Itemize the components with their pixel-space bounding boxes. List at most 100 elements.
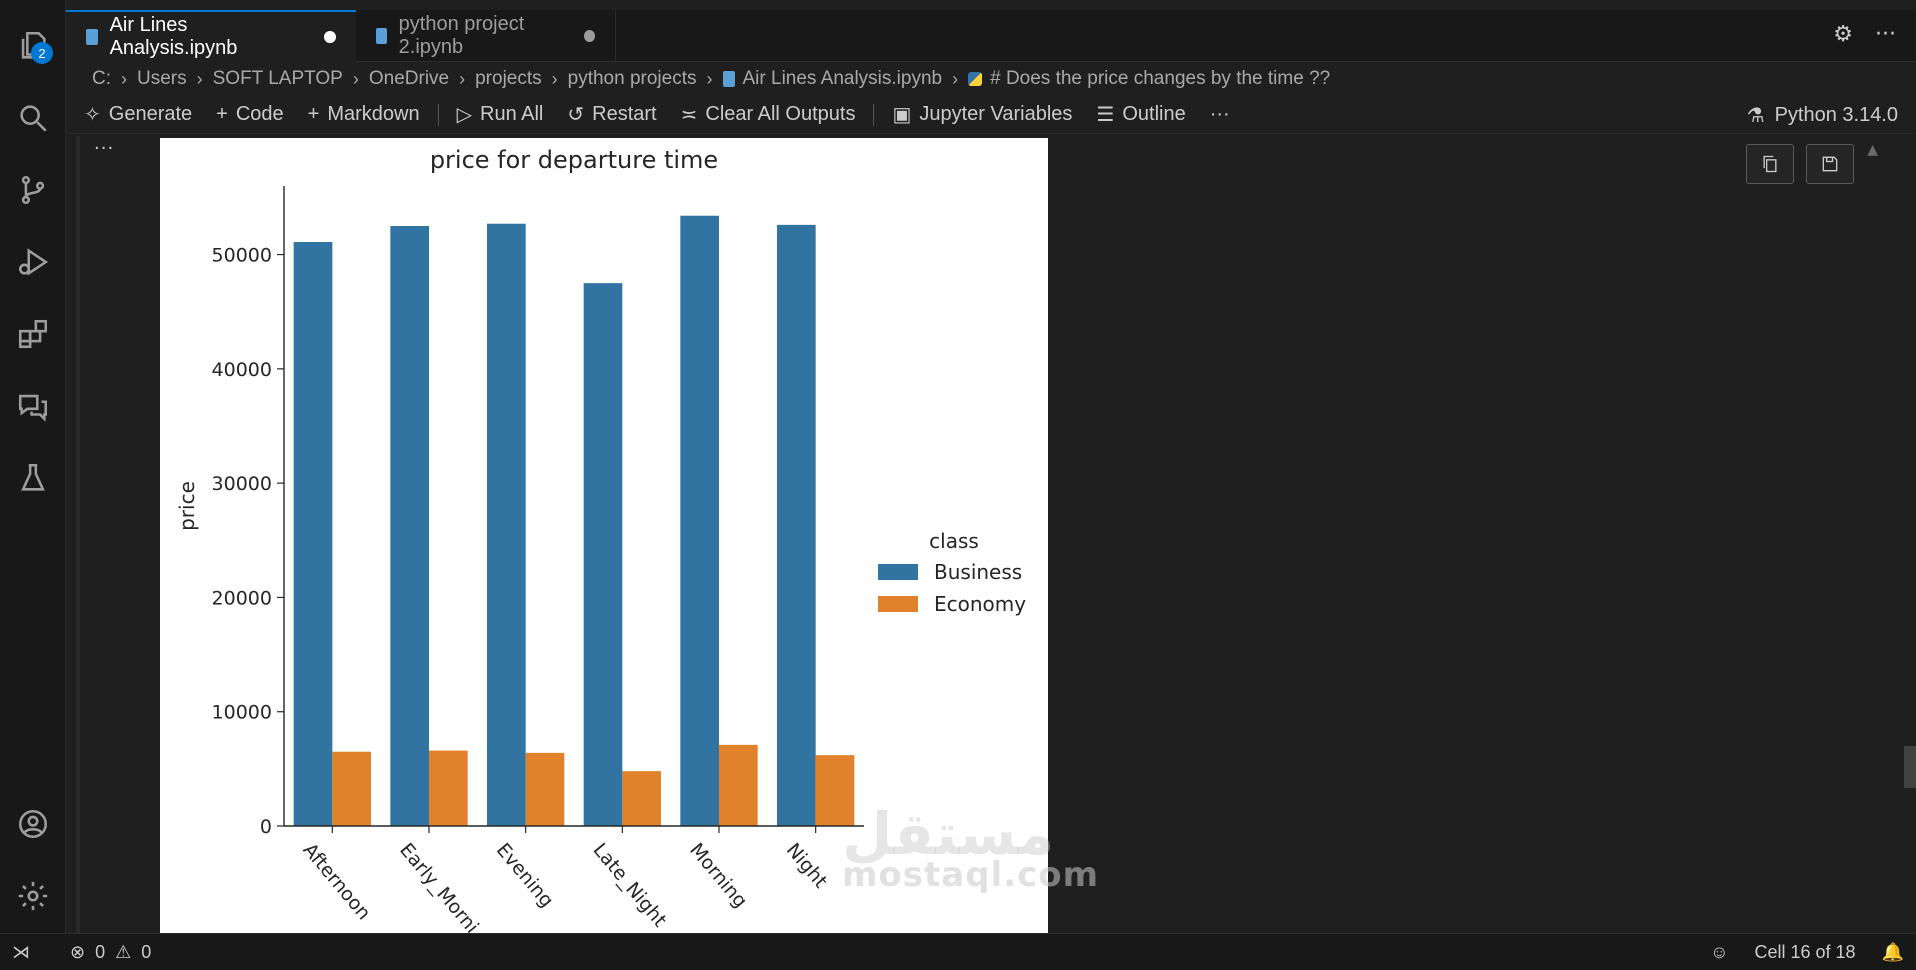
save-output-button[interactable] (1806, 144, 1854, 184)
y-tick-label: 10000 (212, 702, 272, 724)
copilot-icon[interactable]: ☺ (1710, 941, 1729, 962)
breadcrumb-item[interactable]: # Does the price changes by the time ?? (990, 68, 1331, 89)
jupyter-variables-button[interactable]: ▣ Jupyter Variables (880, 96, 1084, 134)
tab-python-project-2[interactable]: python project 2.ipynb (356, 10, 616, 62)
notebook-icon (376, 28, 387, 44)
toolbar-more-button[interactable]: ··· (1209, 103, 1230, 125)
variables-icon: ▣ (892, 104, 912, 126)
bar-business-morning (680, 215, 719, 826)
breadcrumb-item[interactable]: Users (137, 68, 187, 89)
clear-outputs-button[interactable]: ≍ Clear All Outputs (669, 96, 868, 134)
bar-economy-early-morning (429, 750, 468, 826)
legend-swatch-business (878, 564, 918, 580)
variables-label: Jupyter Variables (919, 103, 1073, 125)
y-tick-label: 40000 (212, 359, 272, 381)
explorer-badge: 2 (31, 42, 53, 64)
bar-business-night (777, 224, 816, 826)
cell-gutter (76, 136, 80, 933)
error-icon[interactable]: ⊗ (70, 941, 86, 962)
y-tick-label: 30000 (212, 473, 272, 495)
plus-icon: + (216, 103, 228, 125)
unsaved-dot-icon[interactable] (584, 30, 596, 42)
outline-label: Outline (1122, 103, 1186, 125)
x-tick-label: Late_Night (589, 839, 671, 931)
copy-icon (1763, 155, 1777, 173)
sparkle-icon: ✧ (84, 104, 101, 126)
toolbar-divider (873, 103, 875, 126)
more-actions-icon[interactable]: ··· (1875, 22, 1896, 47)
legend-label-economy: Economy (934, 592, 1026, 616)
source-control-icon[interactable] (13, 170, 53, 210)
account-icon[interactable] (13, 804, 53, 844)
unsaved-dot-icon[interactable] (324, 31, 336, 43)
tab-actions: ⚙ ··· (1833, 22, 1896, 47)
outline-button[interactable]: ☰ Outline (1084, 96, 1197, 134)
watermark-arabic: مستقل (842, 800, 1055, 868)
clear-all-icon: ≍ (680, 104, 698, 126)
error-count[interactable]: 0 (95, 941, 106, 962)
bar-business-late-night (583, 283, 623, 827)
bar-economy-afternoon (332, 751, 371, 826)
x-tick-label: Morning (685, 839, 751, 912)
warning-count[interactable]: 0 (141, 941, 152, 962)
chevron-right-icon: › (551, 68, 558, 89)
gear-icon[interactable]: ⚙ (1833, 22, 1854, 47)
bar-economy-evening (525, 752, 565, 826)
bar-economy-late-night (622, 771, 661, 826)
generate-button[interactable]: ✧ Generate (66, 96, 204, 134)
add-code-button[interactable]: + Code (204, 96, 296, 134)
restart-icon: ↺ (567, 104, 585, 126)
bar-chart: price for departure time price 0 10000 20000… (175, 146, 1026, 933)
bell-icon[interactable]: 🔔 (1881, 941, 1904, 962)
settings-icon[interactable] (13, 876, 53, 916)
restart-button[interactable]: ↺ Restart (555, 96, 668, 134)
run-all-label: Run All (480, 103, 544, 125)
y-tick-label: 50000 (212, 245, 272, 267)
kernel-picker[interactable]: ⚗ Python 3.14.0 (1747, 96, 1898, 134)
python-icon (968, 72, 983, 86)
copy-output-button[interactable] (1746, 144, 1794, 184)
restart-label: Restart (592, 103, 657, 125)
search-icon[interactable] (13, 98, 53, 138)
extensions-icon[interactable] (13, 314, 53, 354)
notebook-toolbar: ✧ Generate + Code + Markdown ▷ Run All ↺… (66, 96, 1916, 134)
cell-position[interactable]: Cell 16 of 18 (1754, 941, 1856, 962)
breadcrumb: C: › Users › SOFT LAPTOP › OneDrive › pr… (92, 64, 1330, 94)
plus-icon: + (307, 103, 320, 125)
chevron-right-icon: › (706, 68, 713, 89)
chevron-right-icon: › (121, 68, 127, 89)
notebook-icon (86, 29, 98, 45)
breadcrumb-item[interactable]: SOFT LAPTOP (212, 68, 343, 89)
cell-output: price for departure time price 0 10000 20000… (160, 138, 1048, 933)
x-tick-label: Evening (492, 839, 558, 912)
breadcrumb-item[interactable]: OneDrive (368, 68, 450, 89)
run-all-button[interactable]: ▷ Run All (445, 96, 556, 134)
tab-bar: Air Lines Analysis.ipynb python project … (66, 10, 1916, 62)
files-icon[interactable]: 2 (13, 26, 53, 66)
remote-icon[interactable]: ⋊ (12, 941, 30, 962)
bar-economy-morning (719, 744, 758, 826)
run-debug-icon[interactable] (13, 242, 53, 282)
x-tick-label: Night (782, 839, 832, 892)
chevron-right-icon: › (196, 68, 203, 89)
chart-title: price for departure time (430, 146, 718, 174)
breadcrumb-item[interactable]: C: (92, 68, 111, 89)
chevron-right-icon: › (352, 68, 359, 89)
scroll-up-icon[interactable]: ▲ (1867, 142, 1878, 158)
breadcrumb-item[interactable]: Air Lines Analysis.ipynb (742, 68, 943, 89)
add-markdown-button[interactable]: + Markdown (296, 96, 432, 134)
notebook-icon (722, 71, 735, 87)
run-all-icon: ▷ (456, 104, 472, 126)
clear-outputs-label: Clear All Outputs (705, 103, 856, 125)
cell-more-button[interactable]: ··· (94, 138, 115, 159)
save-icon (1822, 156, 1838, 172)
watermark-latin: mostaql.com (842, 855, 1100, 895)
breadcrumb-item[interactable]: projects (475, 68, 542, 89)
scrollbar-thumb[interactable] (1904, 746, 1916, 788)
tab-air-lines-analysis[interactable]: Air Lines Analysis.ipynb (66, 10, 356, 62)
chat-icon[interactable] (13, 386, 53, 426)
breadcrumb-item[interactable]: python projects (567, 68, 697, 89)
code-label: Code (235, 103, 284, 125)
testing-icon[interactable] (13, 458, 53, 498)
warning-icon[interactable]: ⚠ (115, 941, 132, 962)
